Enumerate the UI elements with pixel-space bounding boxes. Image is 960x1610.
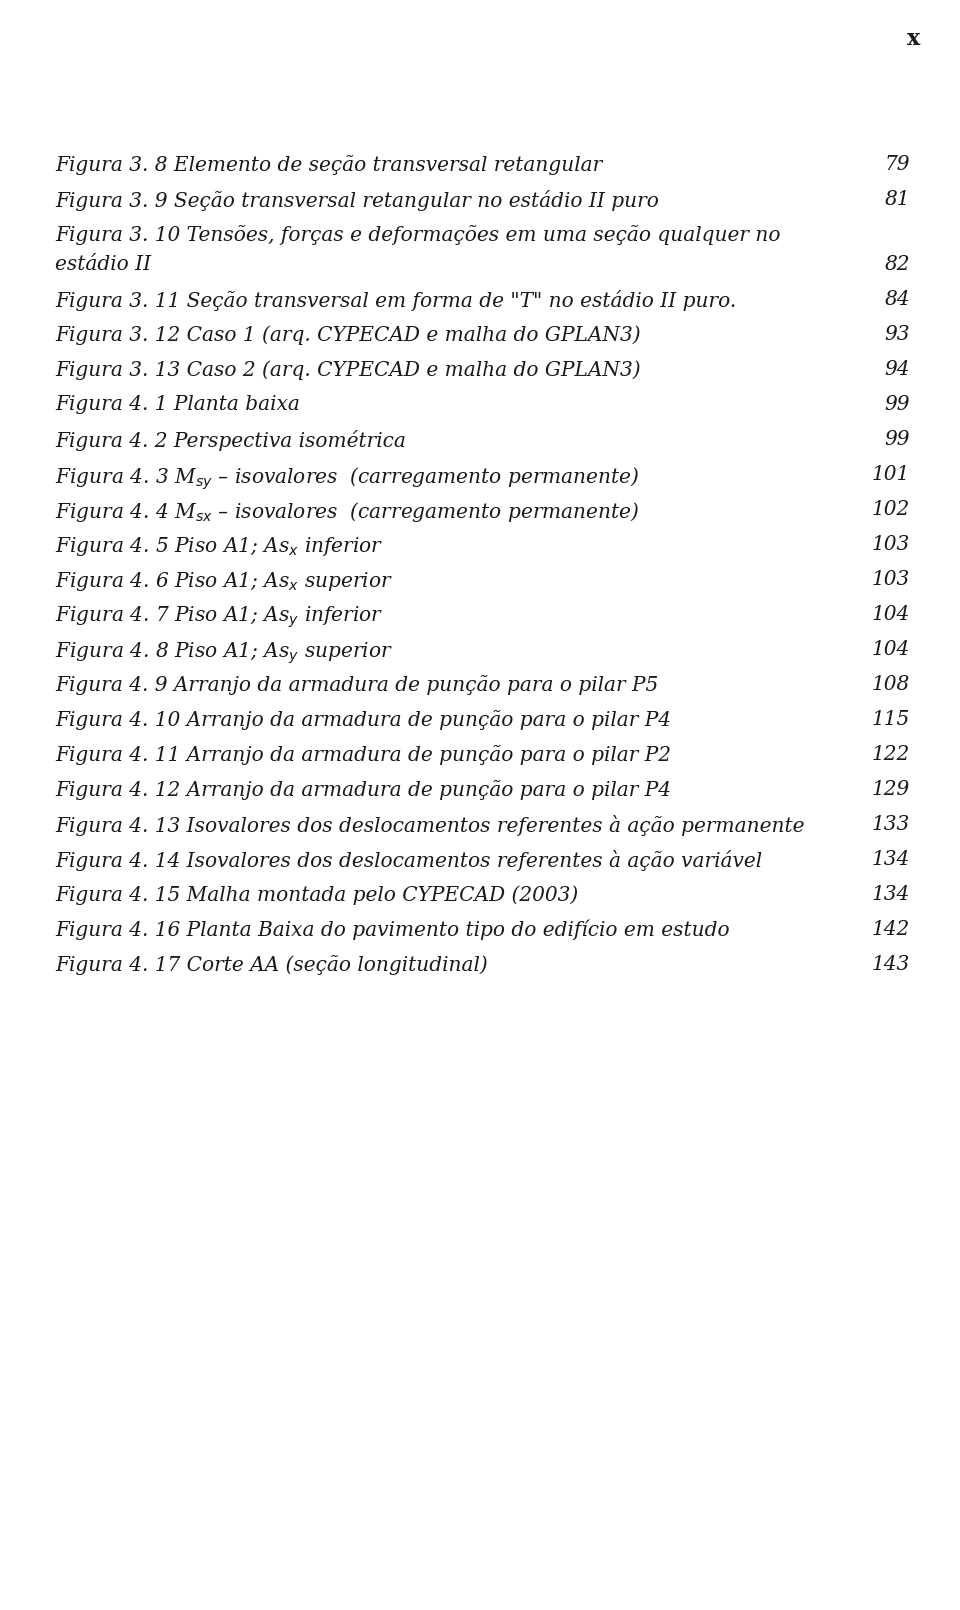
Text: 133: 133 [872, 815, 910, 834]
Text: Figura 4. 10 Arranjo da armadura de punção para o pilar P4: Figura 4. 10 Arranjo da armadura de punç… [55, 710, 671, 729]
Text: Figura 4. 16 Planta Baixa do pavimento tipo do edifício em estudo: Figura 4. 16 Planta Baixa do pavimento t… [55, 919, 730, 940]
Text: Figura 4. 1 Planta baixa: Figura 4. 1 Planta baixa [55, 394, 300, 414]
Text: Figura 4. 6 Piso A1; As$_{x}$ superior: Figura 4. 6 Piso A1; As$_{x}$ superior [55, 570, 393, 592]
Text: 143: 143 [872, 955, 910, 974]
Text: Figura 4. 14 Isovalores dos deslocamentos referentes à ação variável: Figura 4. 14 Isovalores dos deslocamento… [55, 850, 762, 871]
Text: 142: 142 [872, 919, 910, 939]
Text: Figura 3. 8 Elemento de seção transversal retangular: Figura 3. 8 Elemento de seção transversa… [55, 155, 602, 175]
Text: 102: 102 [872, 501, 910, 518]
Text: Figura 4. 2 Perspectiva isométrica: Figura 4. 2 Perspectiva isométrica [55, 430, 406, 451]
Text: 104: 104 [872, 605, 910, 625]
Text: Figura 4. 13 Isovalores dos deslocamentos referentes à ação permanente: Figura 4. 13 Isovalores dos deslocamento… [55, 815, 804, 836]
Text: 84: 84 [884, 290, 910, 309]
Text: 134: 134 [872, 886, 910, 903]
Text: 103: 103 [872, 570, 910, 589]
Text: 79: 79 [884, 155, 910, 174]
Text: 129: 129 [872, 779, 910, 799]
Text: Figura 4. 3 M$_{sy}$ – isovalores  (carregamento permanente): Figura 4. 3 M$_{sy}$ – isovalores (carre… [55, 465, 639, 491]
Text: Figura 4. 11 Arranjo da armadura de punção para o pilar P2: Figura 4. 11 Arranjo da armadura de punç… [55, 745, 671, 765]
Text: Figura 3. 12 Caso 1 (arq. CYPECAD e malha do GPLAN3): Figura 3. 12 Caso 1 (arq. CYPECAD e malh… [55, 325, 640, 345]
Text: 99: 99 [884, 394, 910, 414]
Text: 108: 108 [872, 675, 910, 694]
Text: 115: 115 [872, 710, 910, 729]
Text: Figura 3. 13 Caso 2 (arq. CYPECAD e malha do GPLAN3): Figura 3. 13 Caso 2 (arq. CYPECAD e malh… [55, 361, 640, 380]
Text: Figura 3. 11 Seção transversal em forma de "T" no estádio II puro.: Figura 3. 11 Seção transversal em forma … [55, 290, 736, 311]
Text: Figura 4. 4 M$_{sx}$ – isovalores  (carregamento permanente): Figura 4. 4 M$_{sx}$ – isovalores (carre… [55, 501, 639, 523]
Text: Figura 4. 7 Piso A1; As$_{y}$ inferior: Figura 4. 7 Piso A1; As$_{y}$ inferior [55, 605, 384, 631]
Text: estádio II: estádio II [55, 254, 151, 274]
Text: Figura 4. 5 Piso A1; As$_{x}$ inferior: Figura 4. 5 Piso A1; As$_{x}$ inferior [55, 535, 384, 559]
Text: 104: 104 [872, 641, 910, 658]
Text: 81: 81 [884, 190, 910, 209]
Text: 94: 94 [884, 361, 910, 378]
Text: Figura 4. 8 Piso A1; As$_{y}$ superior: Figura 4. 8 Piso A1; As$_{y}$ superior [55, 641, 393, 665]
Text: Figura 4. 9 Arranjo da armadura de punção para o pilar P5: Figura 4. 9 Arranjo da armadura de punçã… [55, 675, 659, 696]
Text: 134: 134 [872, 850, 910, 869]
Text: Figura 4. 15 Malha montada pelo CYPECAD (2003): Figura 4. 15 Malha montada pelo CYPECAD … [55, 886, 578, 905]
Text: Figura 3. 9 Seção transversal retangular no estádio II puro: Figura 3. 9 Seção transversal retangular… [55, 190, 659, 211]
Text: Figura 3. 10 Tensões, forças e deformações em uma seção qualquer no: Figura 3. 10 Tensões, forças e deformaçõ… [55, 225, 780, 245]
Text: 99: 99 [884, 430, 910, 449]
Text: 122: 122 [872, 745, 910, 765]
Text: 82: 82 [884, 254, 910, 274]
Text: Figura 4. 17 Corte AA (seção longitudinal): Figura 4. 17 Corte AA (seção longitudina… [55, 955, 488, 976]
Text: 93: 93 [884, 325, 910, 345]
Text: 101: 101 [872, 465, 910, 485]
Text: Figura 4. 12 Arranjo da armadura de punção para o pilar P4: Figura 4. 12 Arranjo da armadura de punç… [55, 779, 671, 800]
Text: 103: 103 [872, 535, 910, 554]
Text: x: x [907, 27, 920, 50]
